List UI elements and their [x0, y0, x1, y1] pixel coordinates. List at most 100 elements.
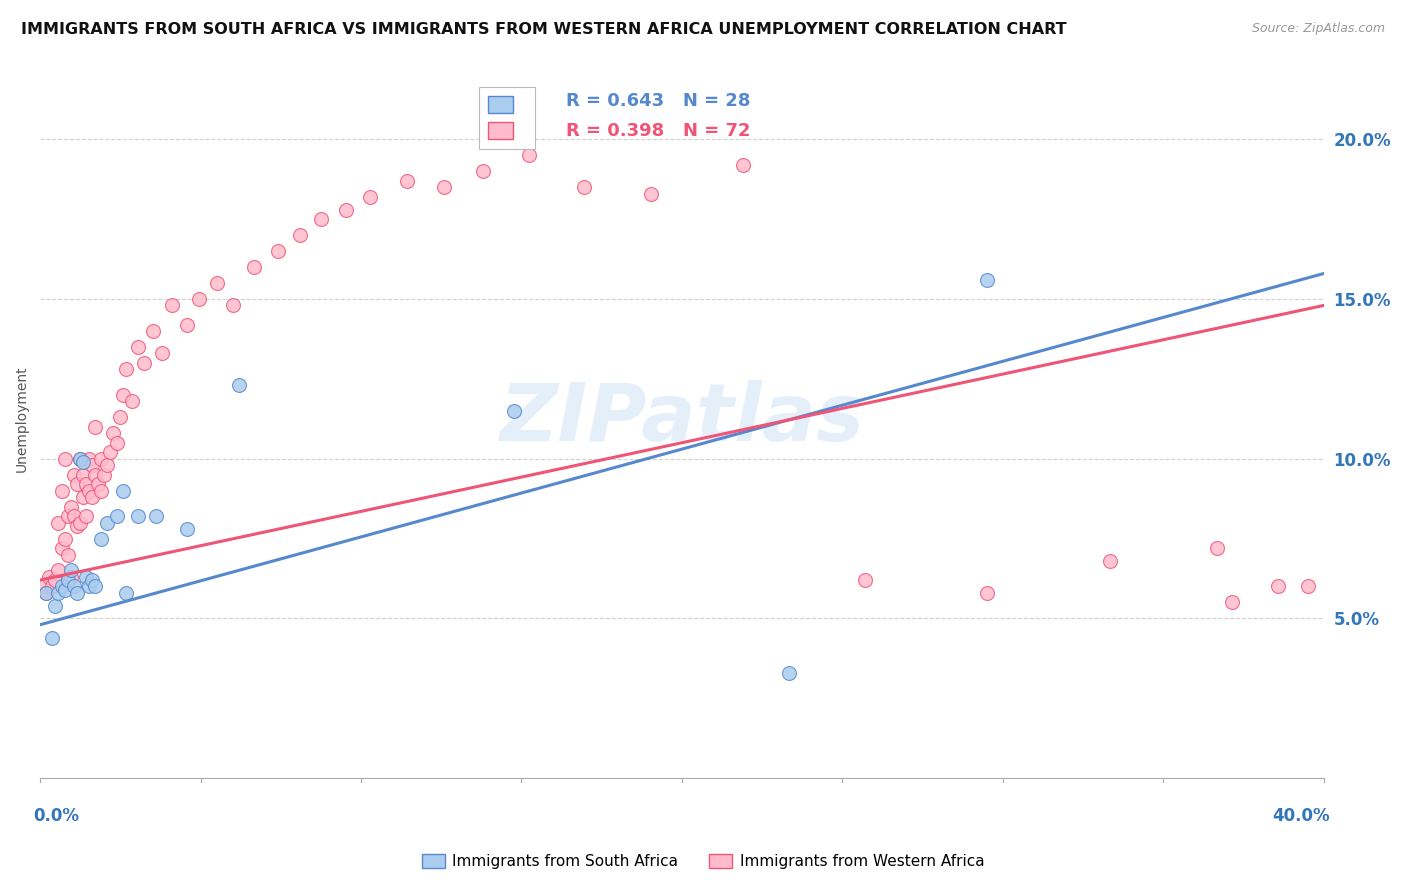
Point — [976, 273, 998, 287]
Point — [853, 573, 876, 587]
Point — [359, 190, 381, 204]
Point — [75, 570, 97, 584]
Point — [176, 318, 198, 332]
Point — [77, 483, 100, 498]
Point — [502, 404, 524, 418]
Point — [80, 573, 103, 587]
Point — [108, 410, 131, 425]
Point — [59, 500, 82, 514]
Point — [51, 541, 73, 555]
Point — [1205, 541, 1227, 555]
Point — [160, 298, 183, 312]
Point — [111, 483, 134, 498]
Point — [84, 579, 107, 593]
Point — [90, 451, 112, 466]
Point — [69, 516, 91, 530]
Point — [32, 579, 55, 593]
Point — [472, 164, 495, 178]
Text: 40.0%: 40.0% — [1272, 806, 1330, 825]
Point — [207, 276, 229, 290]
Point — [56, 548, 79, 562]
Point — [145, 509, 167, 524]
Point — [1220, 595, 1243, 609]
Point — [176, 522, 198, 536]
Point — [517, 148, 540, 162]
Point — [640, 186, 662, 201]
Point — [48, 516, 70, 530]
Text: Source: ZipAtlas.com: Source: ZipAtlas.com — [1251, 22, 1385, 36]
Point — [72, 467, 94, 482]
Point — [53, 451, 76, 466]
Point — [53, 582, 76, 597]
Point — [188, 292, 211, 306]
Point — [62, 467, 84, 482]
Point — [100, 445, 122, 459]
Point — [572, 180, 595, 194]
Point — [87, 477, 110, 491]
Text: 0.0%: 0.0% — [34, 806, 80, 825]
Point — [80, 490, 103, 504]
Point — [103, 426, 125, 441]
Point — [96, 516, 118, 530]
Point — [127, 340, 149, 354]
Point — [976, 586, 998, 600]
Point — [80, 458, 103, 472]
Point — [105, 509, 128, 524]
Point — [84, 467, 107, 482]
Point — [288, 228, 311, 243]
Point — [1098, 554, 1121, 568]
Point — [66, 477, 89, 491]
Point — [48, 564, 70, 578]
Point — [395, 174, 418, 188]
Point — [44, 573, 66, 587]
Point — [228, 378, 250, 392]
Point — [77, 579, 100, 593]
Point — [56, 573, 79, 587]
Point — [59, 564, 82, 578]
Point — [75, 477, 97, 491]
Point — [75, 509, 97, 524]
Text: IMMIGRANTS FROM SOUTH AFRICA VS IMMIGRANTS FROM WESTERN AFRICA UNEMPLOYMENT CORR: IMMIGRANTS FROM SOUTH AFRICA VS IMMIGRAN… — [21, 22, 1067, 37]
Point — [127, 509, 149, 524]
Point — [1267, 579, 1289, 593]
Point — [62, 509, 84, 524]
Point — [731, 158, 754, 172]
Legend: Immigrants from South Africa, Immigrants from Western Africa: Immigrants from South Africa, Immigrants… — [416, 848, 990, 875]
Point — [38, 570, 60, 584]
Point — [35, 586, 58, 600]
Point — [69, 451, 91, 466]
Point — [59, 570, 82, 584]
Point — [90, 532, 112, 546]
Text: R = 0.398   N = 72: R = 0.398 N = 72 — [567, 122, 751, 140]
Point — [84, 419, 107, 434]
Point — [69, 451, 91, 466]
Point — [44, 599, 66, 613]
Point — [121, 394, 143, 409]
Point — [93, 467, 115, 482]
Point — [309, 212, 332, 227]
Point — [51, 579, 73, 593]
Point — [132, 356, 155, 370]
Legend:  ,  : , — [479, 87, 536, 150]
Point — [114, 362, 136, 376]
Point — [72, 490, 94, 504]
Point — [114, 586, 136, 600]
Point — [48, 586, 70, 600]
Point — [221, 298, 243, 312]
Y-axis label: Unemployment: Unemployment — [15, 366, 30, 472]
Point — [62, 579, 84, 593]
Point — [41, 631, 63, 645]
Point — [432, 180, 454, 194]
Point — [77, 451, 100, 466]
Point — [778, 665, 800, 680]
Point — [267, 244, 290, 259]
Point — [150, 346, 173, 360]
Point — [243, 260, 266, 274]
Point — [111, 388, 134, 402]
Point — [335, 202, 357, 217]
Point — [51, 483, 73, 498]
Text: ZIPatlas: ZIPatlas — [499, 380, 865, 458]
Text: R = 0.643   N = 28: R = 0.643 N = 28 — [567, 92, 751, 110]
Point — [53, 532, 76, 546]
Point — [96, 458, 118, 472]
